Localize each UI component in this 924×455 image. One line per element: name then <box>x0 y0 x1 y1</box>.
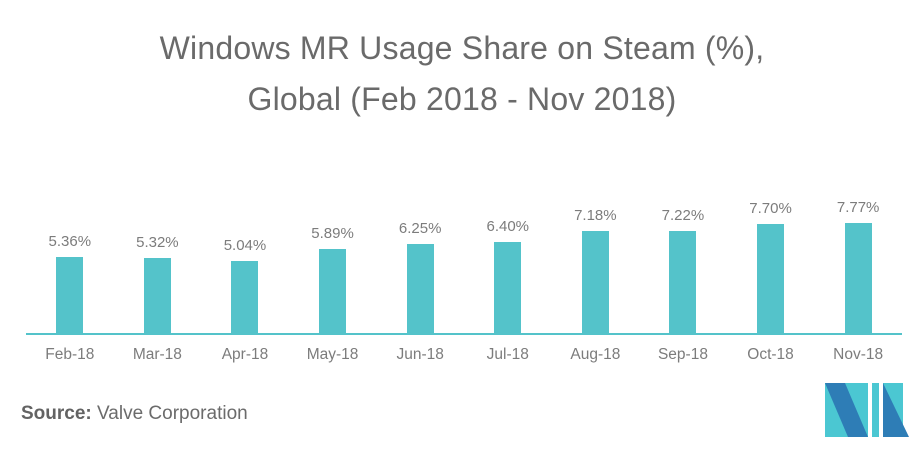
bar-group: 7.70% <box>727 188 815 333</box>
bar-value-label: 5.04% <box>223 237 267 255</box>
bar <box>494 242 522 333</box>
x-axis-label: Sep-18 <box>657 346 708 363</box>
x-axis-label: Jul-18 <box>486 346 529 363</box>
bar <box>669 230 697 333</box>
bar-group: 7.18% <box>552 188 640 333</box>
bar <box>143 257 171 333</box>
bar-value-label: 7.18% <box>574 207 617 224</box>
x-axis-label: Mar-18 <box>132 346 182 363</box>
bar-group: 5.36% <box>26 188 114 333</box>
bar-value-label: 5.36% <box>48 232 92 250</box>
chart-title: Windows MR Usage Share on Steam (%), Glo… <box>0 0 924 125</box>
bar <box>757 223 785 333</box>
bar <box>231 261 259 333</box>
bar-value-label: 5.89% <box>311 225 354 243</box>
x-axis-label: May-18 <box>306 346 359 363</box>
bar <box>319 249 347 333</box>
bar-chart: 5.36% 5.32% 5.04% 5.89% 6.25% 6.40% 7.18… <box>26 190 902 364</box>
bar <box>581 231 609 333</box>
x-axis-label: Jun-18 <box>396 346 444 363</box>
source-text: Valve Corporation <box>97 403 248 424</box>
bar-value-label: 7.22% <box>661 206 705 224</box>
x-axis-label: Feb-18 <box>45 346 95 363</box>
bar-group: 5.32% <box>114 188 202 333</box>
bar <box>406 244 434 333</box>
x-axis-label: Apr-18 <box>221 346 269 363</box>
bar-group: 7.22% <box>639 188 727 333</box>
chart-title-line1: Windows MR Usage Share on Steam (%), <box>159 30 765 66</box>
source-label: Source: <box>21 403 92 424</box>
x-axis-label: Aug-18 <box>570 346 621 363</box>
mordor-intelligence-logo-icon <box>825 383 909 437</box>
bar-value-label: 6.40% <box>486 218 530 236</box>
bar <box>844 222 872 333</box>
plot-area: 5.36% 5.32% 5.04% 5.89% 6.25% 6.40% 7.18… <box>26 190 902 335</box>
source-note: Source: Valve Corporation <box>21 403 248 425</box>
bar-value-label: 7.70% <box>749 199 792 217</box>
x-axis-label: Nov-18 <box>833 346 884 363</box>
bar-group: 6.40% <box>464 188 552 333</box>
bar-group: 5.04% <box>201 188 289 333</box>
bar-group: 5.89% <box>289 188 377 333</box>
bar-group: 6.25% <box>376 188 464 333</box>
bar-value-label: 7.77% <box>836 198 880 216</box>
bar <box>56 256 84 333</box>
chart-title-line2: Global (Feb 2018 - Nov 2018) <box>247 81 677 117</box>
bar-value-label: 6.25% <box>398 220 442 238</box>
x-axis: Feb-18 Mar-18 Apr-18 May-18 Jun-18 Jul-1… <box>26 335 902 364</box>
x-axis-label: Oct-18 <box>747 346 794 363</box>
bar-value-label: 5.32% <box>136 233 179 251</box>
bar-group: 7.77% <box>814 188 902 333</box>
